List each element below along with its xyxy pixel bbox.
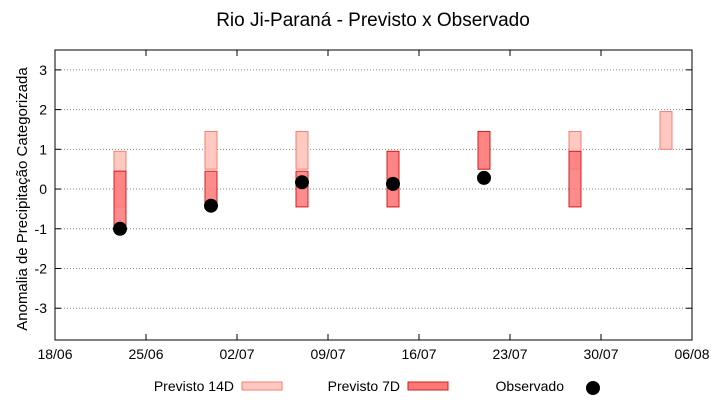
data-marks bbox=[113, 111, 673, 236]
x-tick-label: 02/07 bbox=[219, 346, 254, 362]
observed-point bbox=[386, 176, 400, 191]
y-tick-label: 0 bbox=[39, 181, 47, 197]
x-tick-label: 18/06 bbox=[37, 346, 72, 362]
x-tick-label: 23/07 bbox=[492, 346, 527, 362]
chart-title: Rio Ji-Paraná - Previsto x Observado bbox=[216, 10, 530, 31]
legend-swatch-7d bbox=[407, 381, 449, 391]
x-tick-label: 09/07 bbox=[310, 346, 345, 362]
forecast-7d-bar bbox=[113, 170, 127, 228]
forecast-14d-bar bbox=[204, 130, 218, 170]
forecast-14d-bar bbox=[659, 111, 673, 150]
x-tick-label: 16/07 bbox=[401, 346, 436, 362]
legend-swatch-observed bbox=[586, 381, 600, 395]
y-tick-label: 3 bbox=[39, 62, 47, 78]
plot-frame bbox=[54, 49, 693, 341]
legend-swatch-14d bbox=[241, 381, 283, 391]
forecast-7d-bar bbox=[568, 150, 582, 208]
x-tick-label: 06/08 bbox=[674, 346, 709, 362]
legend-label: Previsto 7D bbox=[328, 378, 400, 394]
y-tick-label: -1 bbox=[35, 221, 48, 237]
observed-point bbox=[204, 198, 218, 213]
legend-label: Previsto 14D bbox=[154, 378, 234, 394]
y-tick-label: 1 bbox=[39, 141, 47, 157]
forecast-14d-bar bbox=[295, 130, 309, 170]
x-tick-label: 30/07 bbox=[583, 346, 618, 362]
observed-point bbox=[295, 175, 309, 190]
grid-lines bbox=[55, 69, 692, 309]
observed-point bbox=[477, 170, 491, 185]
forecast-7d-bar bbox=[477, 130, 491, 170]
y-tick-label: -3 bbox=[35, 300, 48, 316]
legend-label: Observado bbox=[496, 378, 565, 394]
y-tick-label: -2 bbox=[35, 260, 48, 276]
observed-point bbox=[113, 221, 127, 236]
y-axis-label: Anomalia de Precipitação Categorizada bbox=[14, 67, 31, 331]
axis-ticks: -3 -2 -1 0 1 2 3 18/06 25/06 02/07 09/07 16/07 23/07… bbox=[35, 50, 710, 362]
x-tick-label: 25/06 bbox=[128, 346, 163, 362]
y-tick-label: 2 bbox=[39, 102, 47, 118]
legend: Previsto 14D Previsto 7D Observado bbox=[154, 378, 600, 395]
